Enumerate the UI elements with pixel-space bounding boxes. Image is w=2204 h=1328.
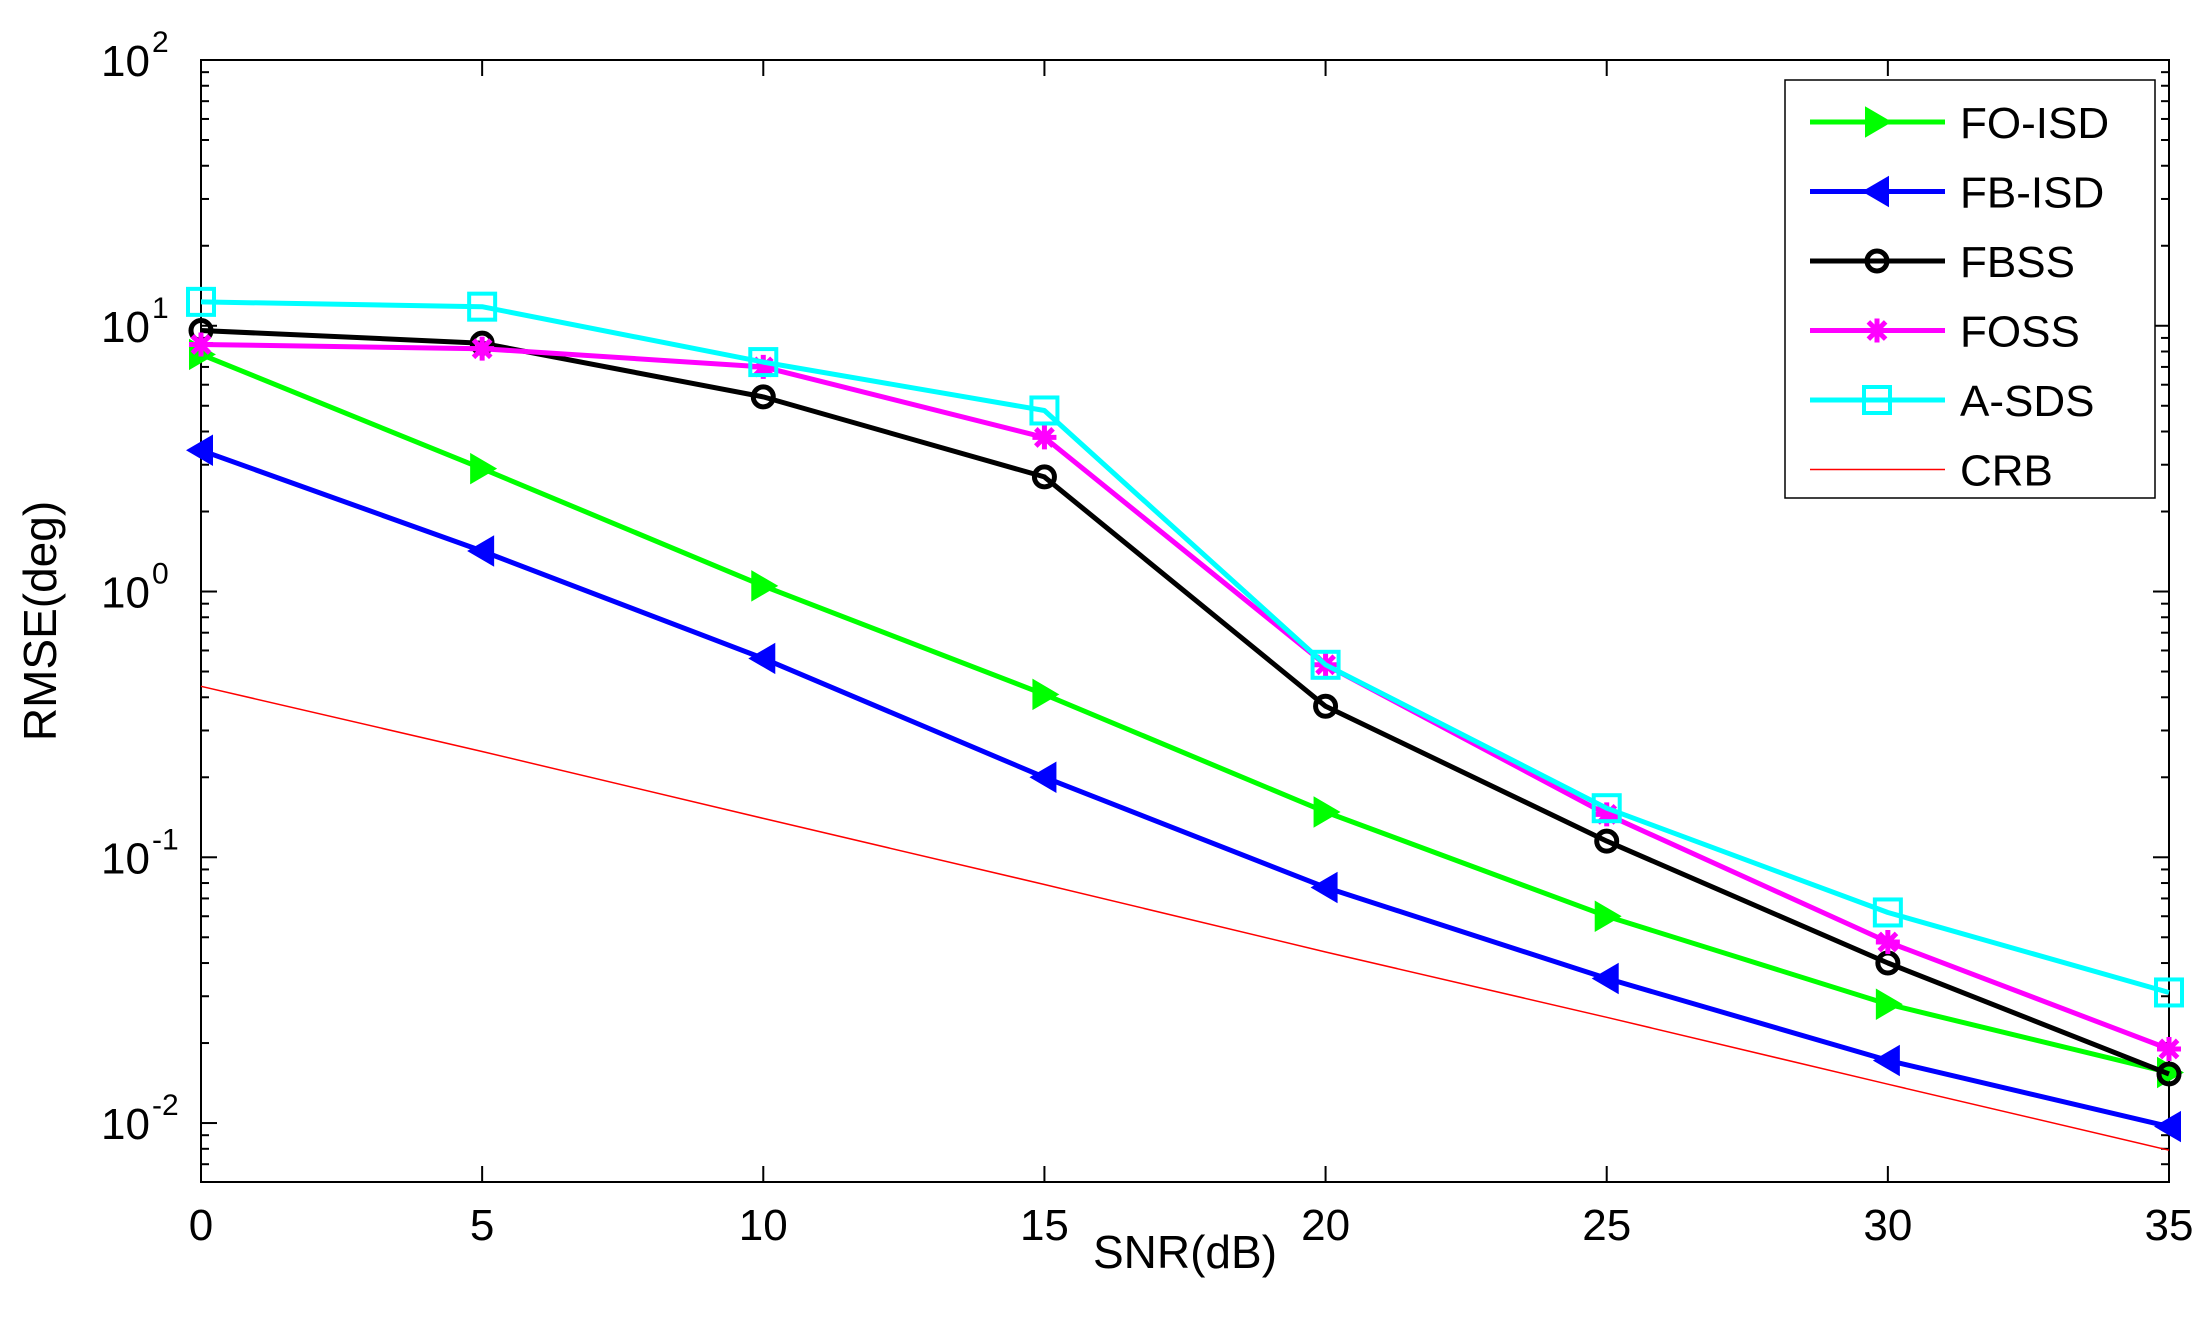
y-tick-label-base: 10 (101, 37, 150, 86)
data-point (189, 332, 213, 357)
y-tick-label-exponent: -2 (152, 1089, 179, 1122)
data-point (1594, 802, 1619, 827)
y-axis-title: RMSE(deg) (14, 501, 66, 741)
data-point (748, 347, 779, 378)
data-point (2154, 1110, 2181, 1143)
legend-label: FOSS (1960, 308, 2080, 357)
x-tick-label: 5 (470, 1201, 494, 1250)
legend-entry-crb: CRB (1810, 447, 2053, 496)
data-point (467, 291, 498, 322)
data-point (1594, 828, 1620, 854)
data-point (470, 336, 495, 361)
x-axis: 0 5 10 15 20 25 30 35 (189, 60, 2194, 1250)
data-point (1591, 962, 1619, 995)
data-point (1032, 678, 1060, 711)
x-tick-label: 0 (189, 1201, 213, 1250)
series-line (200, 685, 2170, 1151)
data-point (1029, 395, 1060, 426)
data-point (1031, 464, 1057, 490)
x-tick-label: 35 (2145, 1201, 2194, 1250)
series-fo-isd (189, 338, 2184, 1089)
y-tick-label-base: 10 (101, 303, 150, 352)
y-tick-label-exponent: 0 (152, 558, 169, 591)
x-tick-label: 10 (739, 1201, 788, 1250)
x-tick-label: 25 (1582, 1201, 1631, 1250)
series-foss (189, 332, 2181, 1061)
series-line (200, 342, 2170, 1052)
legend-label: CRB (1960, 447, 2053, 496)
y-tick-label-exponent: -1 (152, 823, 179, 856)
legend-entry-foss: FOSS (1810, 308, 2080, 357)
legend-entry-fo-isd: FO-ISD (1810, 99, 2109, 148)
data-point (2157, 1036, 2181, 1061)
legend-label: A-SDS (1960, 377, 2094, 426)
y-tick-label-base: 10 (101, 1100, 150, 1149)
x-tick-label: 20 (1301, 1201, 1350, 1250)
legend-entry-fb-isd: FB-ISD (1810, 169, 2104, 218)
legend-box (1784, 79, 2156, 499)
data-point (1865, 106, 1892, 138)
data-point (186, 286, 216, 317)
data-point (1310, 871, 1338, 904)
y-tick-label-base: 10 (101, 569, 150, 618)
series-crb (200, 685, 2170, 1151)
series-line (200, 299, 2170, 995)
legend-label: FB-ISD (1960, 169, 2104, 218)
data-point (1862, 175, 1889, 208)
series-line (200, 447, 2170, 1130)
legend-entry-a-sds: A-SDS (1810, 377, 2094, 426)
data-point (751, 570, 779, 602)
data-point (1875, 988, 1903, 1020)
data-point (1865, 318, 1889, 343)
series-layer (186, 286, 2184, 1151)
data-point (1862, 385, 1892, 415)
legend-entry-fbss: FBSS (1810, 238, 2075, 287)
data-point (1864, 248, 1890, 274)
data-point (470, 452, 498, 485)
data-point (750, 384, 776, 410)
series-fb-isd (186, 434, 2181, 1143)
data-point (1310, 649, 1341, 680)
data-point (1591, 793, 1622, 824)
data-point (748, 642, 776, 675)
y-tick-label-exponent: 1 (152, 292, 169, 325)
y-tick-label-base: 10 (101, 834, 150, 883)
legend-label: FBSS (1960, 238, 2075, 287)
data-point (467, 535, 495, 567)
data-point (751, 354, 776, 379)
x-tick-label: 15 (1020, 1201, 1069, 1250)
data-point (186, 434, 213, 467)
legend: FO-ISD FB-ISD FBSS FOSS A-SDS CRB (1784, 79, 2156, 499)
data-point (1313, 796, 1341, 828)
data-point (1313, 693, 1339, 719)
series-a-sds (186, 286, 2184, 1008)
data-point (1875, 929, 1900, 954)
data-point (1594, 900, 1622, 932)
x-axis-title: SNR(dB) (1093, 1226, 1277, 1278)
y-tick-label-exponent: 2 (152, 26, 169, 59)
data-point (1029, 761, 1057, 794)
data-point (2156, 1061, 2182, 1087)
data-point (1872, 1044, 1900, 1077)
data-point (2154, 977, 2184, 1008)
x-tick-label: 30 (1863, 1201, 1912, 1250)
legend-label: FO-ISD (1960, 99, 2109, 148)
series-line (200, 352, 2170, 1075)
data-point (1032, 425, 1057, 450)
data-point (1872, 897, 1903, 928)
